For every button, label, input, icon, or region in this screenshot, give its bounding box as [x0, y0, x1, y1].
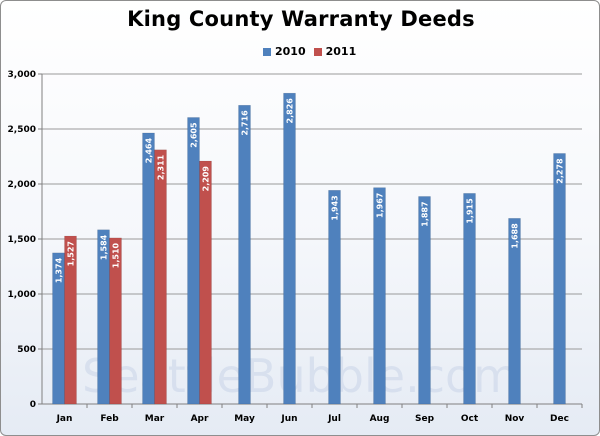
x-tick-label: May [234, 414, 255, 424]
bar-2010-jul [328, 190, 341, 405]
data-label-2010-jun: 2,826 [286, 98, 295, 124]
bar-2011-mar [154, 149, 167, 405]
bar-2010-may [238, 104, 251, 405]
chart-title: King County Warranty Deeds [127, 7, 475, 31]
bar-2010-aug [373, 187, 386, 405]
data-label-2010-jul: 1,943 [331, 195, 340, 220]
bar-2010-jun [283, 92, 296, 405]
x-tick-label: Feb [100, 414, 119, 424]
bar-2010-sep [418, 196, 431, 405]
data-label-2010-mar: 2,464 [145, 138, 154, 164]
bar-2010-nov [508, 218, 521, 405]
data-label-2011-jan: 1,527 [67, 241, 76, 266]
data-label-2010-oct: 1,915 [466, 198, 475, 224]
x-tick-label: Jan [56, 414, 73, 424]
legend-label-2011: 2011 [325, 45, 357, 58]
data-label-2010-aug: 1,967 [376, 193, 385, 218]
bar-2010-mar [142, 132, 155, 405]
y-tick-label: 1,500 [8, 235, 36, 245]
data-label-2010-feb: 1,584 [100, 234, 109, 260]
x-tick-label: Jul [327, 414, 341, 424]
legend: 2010 2011 [263, 45, 364, 58]
y-tick-label: 2,000 [8, 180, 36, 190]
x-tick-label: Dec [550, 414, 569, 424]
x-tick-label: Oct [461, 414, 479, 424]
legend-item-2011: 2011 [313, 45, 357, 58]
data-label-2011-mar: 2,311 [157, 154, 166, 180]
bar-2010-oct [463, 193, 476, 405]
data-label-2010-apr: 2,605 [190, 122, 199, 148]
x-tick-label: Aug [370, 414, 390, 424]
bar-2011-feb [109, 237, 122, 405]
x-tick-label: Apr [191, 414, 209, 424]
bar-2010-dec [553, 153, 566, 405]
y-tick-label: 0 [30, 400, 36, 410]
data-label-2010-nov: 1,688 [511, 223, 520, 249]
x-tick-label: Mar [145, 414, 165, 424]
data-label-2010-may: 2,716 [241, 110, 250, 136]
y-tick-label: 2,500 [8, 125, 36, 135]
data-label-2010-jan: 1,374 [55, 257, 64, 283]
legend-swatch-2010 [263, 47, 271, 56]
legend-label-2010: 2010 [275, 45, 306, 58]
data-label-2011-feb: 1,510 [112, 242, 121, 268]
y-tick-label: 500 [17, 345, 36, 355]
x-tick-label: Sep [415, 414, 435, 424]
data-label-2010-sep: 1,887 [421, 201, 430, 226]
data-label-2011-apr: 2,209 [202, 166, 211, 192]
bar-2010-apr [187, 117, 200, 405]
x-tick-label: Jun [280, 414, 297, 424]
bar-2011-apr [199, 160, 212, 405]
legend-swatch-2011 [313, 47, 322, 56]
y-tick-label: 1,000 [8, 290, 36, 300]
legend-item-2010: 2010 [263, 45, 306, 58]
y-tick-label: 3,000 [8, 70, 36, 80]
x-tick-label: Nov [505, 414, 525, 424]
data-label-2010-dec: 2,278 [556, 158, 565, 184]
bar-2011-jan [64, 235, 77, 405]
